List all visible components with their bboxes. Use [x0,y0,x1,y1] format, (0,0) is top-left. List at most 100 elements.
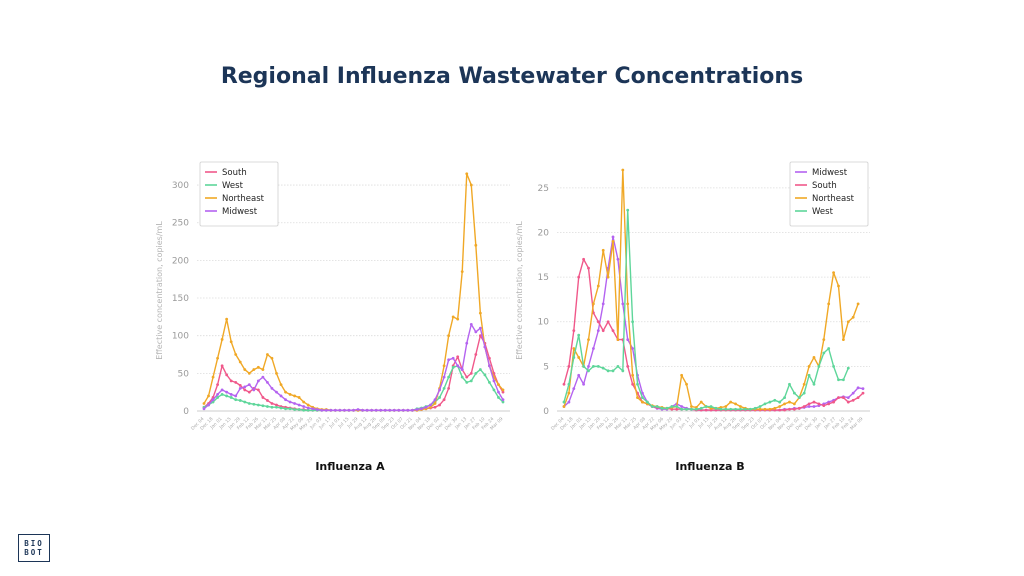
data-point [483,345,487,349]
data-point [247,390,251,394]
data-point [293,402,297,405]
data-point [243,400,247,404]
data-point [587,364,590,368]
y-tick-label: 250 [172,219,189,229]
data-point [822,404,826,408]
data-point [577,333,581,337]
data-point [572,347,576,350]
data-point [234,398,238,402]
data-point [424,405,428,409]
data-point [465,380,469,384]
data-point [211,398,215,402]
data-point [734,402,737,406]
data-point [567,364,571,368]
data-point [739,407,742,411]
data-point [572,387,576,391]
data-point [460,270,464,274]
data-point [660,406,664,410]
data-point [270,356,274,360]
data-point [347,408,351,412]
data-point [488,364,491,368]
data-point [577,373,581,377]
data-point [478,334,482,338]
data-point [483,373,487,377]
data-point [261,375,265,379]
data-point [616,338,620,341]
data-point [856,386,860,390]
data-point [778,400,782,404]
data-point [788,400,791,404]
data-point [243,385,247,389]
data-point [587,266,590,270]
y-axis-label: Effective concentration, copies/mL [155,221,164,360]
data-point [797,406,801,410]
data-point [724,405,728,408]
data-point [501,400,505,404]
data-point [469,183,473,187]
data-point [216,383,219,387]
data-point [778,408,782,412]
data-point [388,408,392,412]
data-point [252,388,256,392]
data-point [361,408,364,412]
data-point [758,407,762,411]
data-point [788,407,791,411]
data-point [665,406,669,410]
data-point [374,408,378,412]
data-point [252,402,256,406]
data-point [410,408,414,412]
data-point [616,364,620,368]
legend-label-midwest: Midwest [222,207,258,217]
data-point [370,408,374,412]
data-point [501,390,505,394]
data-point [474,243,478,247]
data-point [478,368,482,371]
data-point [675,407,679,411]
data-point [719,407,723,411]
data-point [438,388,441,392]
data-point [694,407,698,411]
data-point [238,399,242,402]
data-point [768,407,772,411]
data-point [690,407,693,411]
data-point [234,394,238,398]
data-point [252,368,256,371]
data-point [611,240,615,243]
data-point [596,329,600,333]
data-point [802,382,806,386]
data-point [822,338,826,341]
y-tick-label: 0 [543,407,549,417]
data-point [846,320,850,324]
data-point [807,405,811,408]
data-point [675,405,679,408]
biobot-logo: BIO BOT [18,534,50,562]
data-point [631,382,635,386]
data-point [256,403,260,407]
data-point [293,408,297,411]
data-point [606,275,610,279]
series-line-south [563,258,864,411]
data-point [256,388,260,392]
y-tick-label: 200 [172,256,189,266]
legend-label-south: South [812,181,837,191]
data-point [636,382,639,386]
legend-box [789,161,869,227]
data-point [680,373,684,377]
data-point [302,405,306,408]
data-point [429,403,432,407]
data-point [846,366,850,370]
data-point [216,356,219,360]
data-point [352,408,355,412]
data-point [488,356,491,360]
data-point [207,394,210,398]
data-point [324,408,328,412]
data-point [812,382,816,386]
data-point [270,405,274,409]
data-point [827,402,831,406]
data-point [621,302,625,306]
data-point [626,208,630,212]
data-point [202,407,206,411]
data-point [567,382,571,386]
data-point [812,356,816,359]
data-point [451,356,455,360]
